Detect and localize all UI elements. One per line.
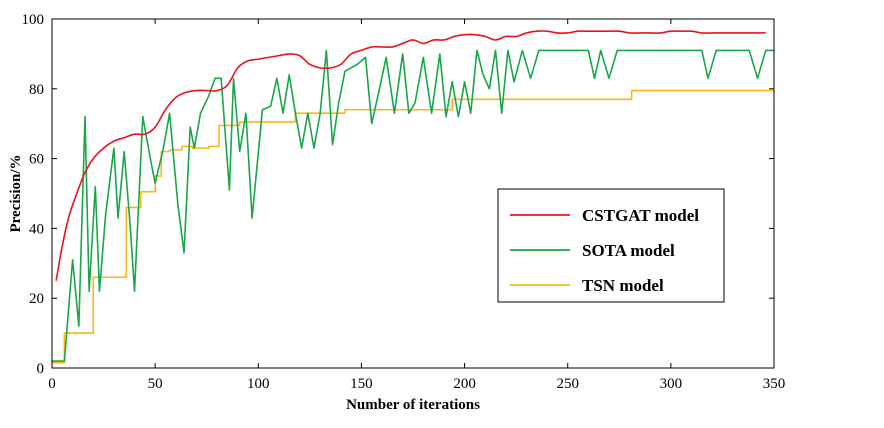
plot-area-frame bbox=[51, 18, 775, 369]
y-tick-label: 100 bbox=[22, 12, 45, 28]
y-axis-label: Precision/% bbox=[8, 154, 24, 232]
y-tick-label: 20 bbox=[29, 291, 44, 307]
x-axis-label: Number of iterations bbox=[346, 397, 480, 413]
series-line-cstgat-model bbox=[55, 30, 766, 281]
y-tick-label: 60 bbox=[29, 152, 44, 168]
series-layer bbox=[52, 30, 774, 364]
y-tick-label: 80 bbox=[29, 82, 44, 98]
x-tick-label: 100 bbox=[247, 376, 270, 392]
x-tick-label: 0 bbox=[48, 376, 56, 392]
x-tick-label: 250 bbox=[556, 376, 579, 392]
legend-label-cstgat-model: CSTGAT model bbox=[582, 206, 699, 225]
x-tick-label: 350 bbox=[763, 376, 786, 392]
legend-label-tsn-model: TSN model bbox=[582, 276, 664, 295]
y-tick-label: 40 bbox=[29, 221, 44, 237]
series-line-sota-model bbox=[52, 49, 774, 362]
y-tick-label: 0 bbox=[37, 361, 45, 377]
x-tick-label: 200 bbox=[453, 376, 476, 392]
x-tick-label: 300 bbox=[660, 376, 683, 392]
x-tick-label: 150 bbox=[350, 376, 373, 392]
legend: CSTGAT model SOTA model TSN model bbox=[497, 188, 725, 303]
legend-box bbox=[497, 188, 725, 303]
axis-ticks: 0 50 100 150 200 250 300 350 0 20 40 60 80 100 bbox=[22, 12, 786, 392]
legend-label-sota-model: SOTA model bbox=[582, 241, 675, 260]
x-tick-label: 50 bbox=[148, 376, 163, 392]
